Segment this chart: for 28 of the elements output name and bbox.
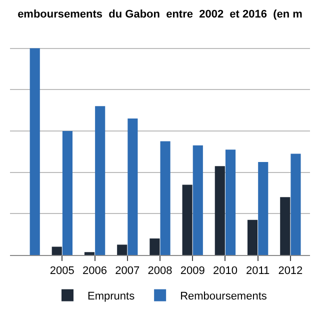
legend-label: Emprunts <box>88 290 136 303</box>
bar <box>225 150 236 255</box>
bar <box>160 141 170 255</box>
bar <box>192 145 203 255</box>
bar <box>62 130 73 255</box>
bar <box>128 118 138 255</box>
bar <box>117 244 128 255</box>
x-tick-label: 2011 <box>246 265 270 278</box>
x-tick-label: 2009 <box>180 265 205 278</box>
bar <box>258 162 268 255</box>
bar <box>290 154 301 255</box>
chart-title: emboursements du Gabon entre 2002 et 2016 (en m <box>18 8 303 20</box>
bar <box>247 220 258 255</box>
bar <box>95 106 106 255</box>
legend-label: Remboursements <box>180 290 268 303</box>
x-tick-label: 2010 <box>212 265 238 278</box>
x-tick-label: 2008 <box>148 265 172 278</box>
bar <box>214 166 225 255</box>
bar <box>52 246 62 255</box>
x-tick-label: 2005 <box>50 265 74 278</box>
bar <box>182 184 192 255</box>
bar <box>150 238 160 255</box>
bar <box>30 48 40 255</box>
x-tick-label: 2006 <box>82 265 108 278</box>
bar <box>84 252 95 255</box>
bar <box>280 197 290 255</box>
x-tick-label: 2012 <box>278 265 303 278</box>
x-tick-label: 2007 <box>115 265 140 278</box>
